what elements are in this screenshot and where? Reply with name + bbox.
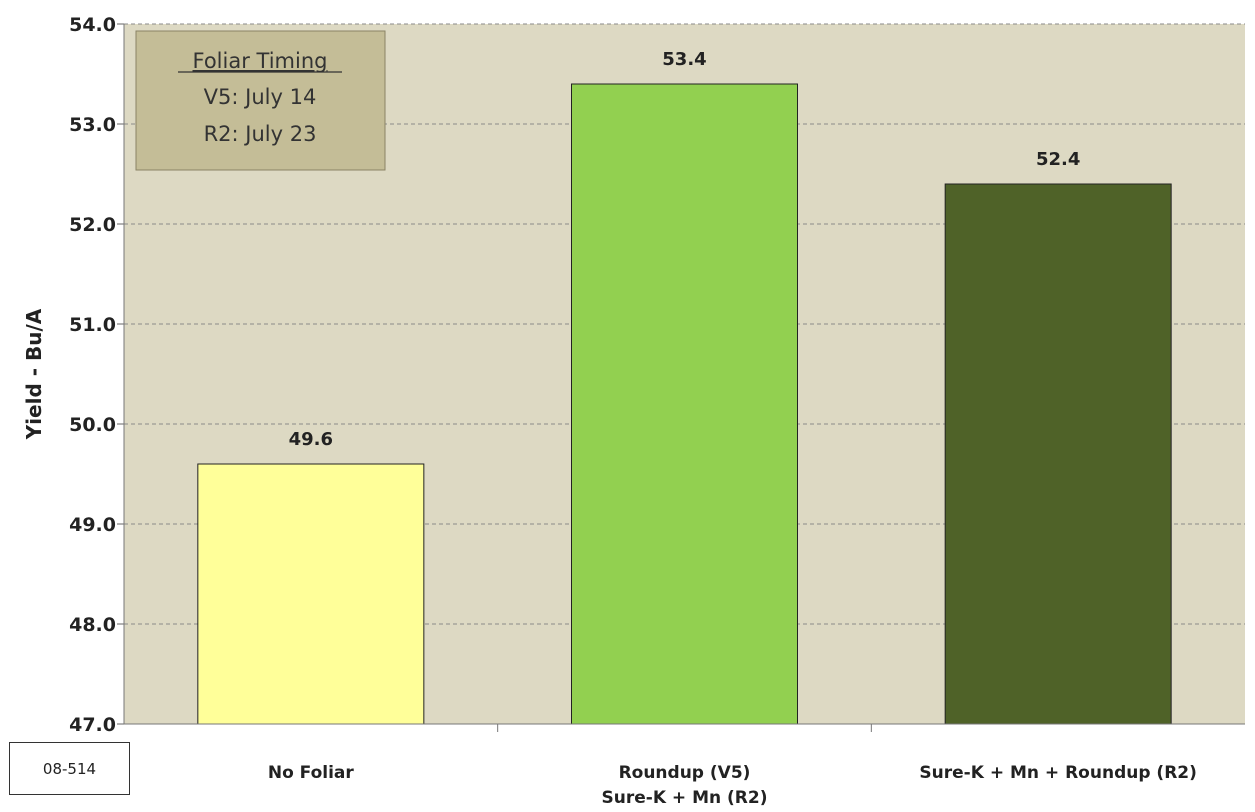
trial-code-box: 08-514 (9, 742, 130, 795)
x-axis-categories: No Foliar Roundup (V5) Sure-K + Mn (R2) Sur… (268, 724, 1197, 808)
trial-code: 08-514 (42, 759, 97, 778)
x-category-label: Sure-K + Mn (R2) (602, 788, 768, 808)
data-labels: 49.6 53.4 52.4 (289, 49, 1081, 450)
y-tick-label: 53.0 (69, 114, 116, 136)
data-label: 53.4 (662, 49, 706, 70)
y-tick-label: 47.0 (69, 714, 116, 736)
foliar-timing-r2: R2: July 23 (204, 122, 317, 146)
x-category-label: No Foliar (268, 763, 355, 783)
data-label: 52.4 (1036, 149, 1080, 170)
y-axis-label: Yield - Bu/A (22, 308, 46, 440)
y-tick-label: 54.0 (69, 14, 116, 36)
y-tick-label: 52.0 (69, 214, 116, 236)
bar (944, 183, 1172, 725)
y-axis-ticks: 47.0 48.0 49.0 50.0 51.0 52.0 53.0 54.0 (69, 14, 124, 736)
y-tick-label: 51.0 (69, 314, 116, 336)
foliar-timing-box-background (135, 30, 386, 171)
x-category-label: Sure-K + Mn + Roundup (R2) (919, 763, 1196, 783)
y-tick-label: 48.0 (69, 614, 116, 636)
foliar-timing-box: Foliar Timing V5: July 14 R2: July 23 (135, 30, 386, 171)
foliar-timing-heading: Foliar Timing (193, 49, 328, 73)
bar (197, 463, 425, 725)
y-tick-label: 49.0 (69, 514, 116, 536)
bars (197, 83, 1172, 725)
x-category-label: Roundup (V5) (619, 763, 751, 783)
y-tick-label: 50.0 (69, 414, 116, 436)
foliar-timing-v5: V5: July 14 (204, 85, 317, 109)
bar (571, 83, 798, 725)
data-label: 49.6 (289, 429, 333, 450)
